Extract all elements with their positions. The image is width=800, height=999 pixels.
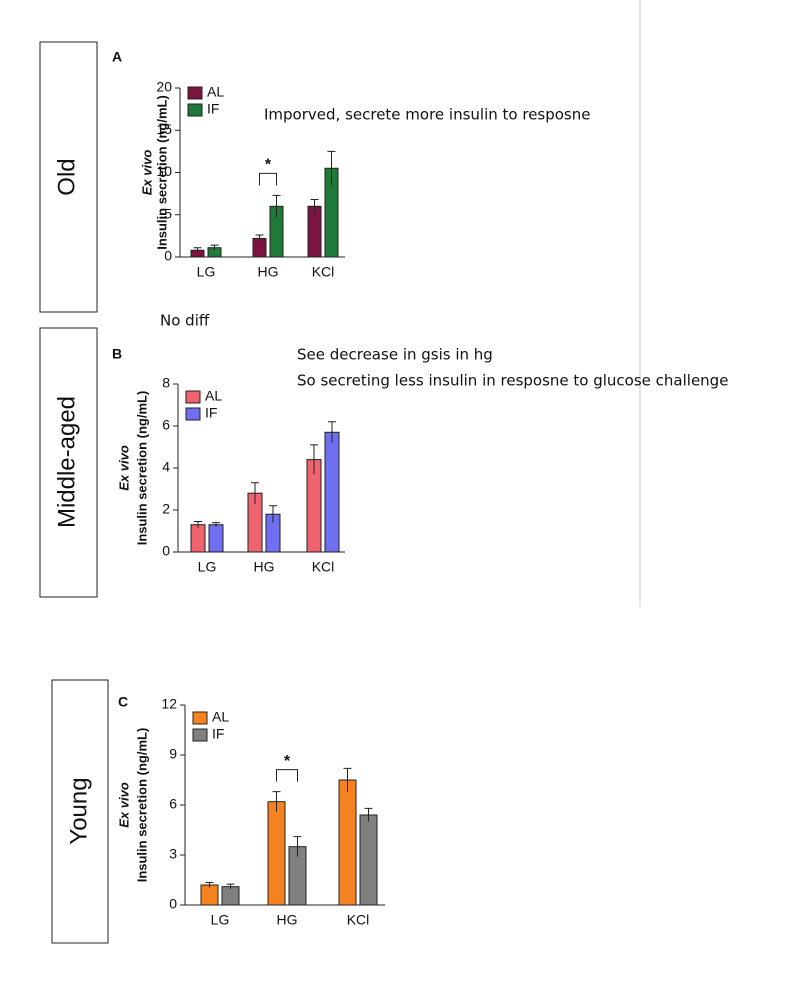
legend-label: AL	[207, 84, 224, 100]
y-axis-label: Ex vivo	[139, 150, 154, 196]
legend-label: IF	[212, 726, 224, 742]
panel-letter: C	[118, 694, 128, 710]
y-tick-label: 15	[156, 121, 172, 137]
y-tick-label: 0	[169, 896, 177, 912]
y-tick-label: 12	[161, 696, 177, 712]
panel-letter: B	[112, 346, 122, 362]
error-bar	[226, 883, 235, 890]
error-bar	[272, 791, 281, 812]
legend-swatch	[192, 711, 208, 725]
legend-label: IF	[205, 405, 217, 421]
note: No diff	[160, 312, 210, 330]
x-tick-label: LG	[197, 264, 216, 280]
error-bar	[269, 505, 277, 523]
bar	[359, 814, 378, 906]
error-bar	[310, 444, 318, 475]
bar	[200, 884, 219, 906]
error-bar	[310, 199, 319, 214]
error-bar	[205, 882, 214, 888]
bar	[338, 779, 357, 906]
group-label: Middle-aged	[53, 396, 80, 528]
y-axis-label: Insulin secretion (ng/mL)	[154, 95, 169, 250]
y-tick-label: 2	[162, 501, 170, 517]
x-tick-label: LG	[198, 559, 217, 575]
error-bar	[255, 234, 264, 242]
error-bar	[272, 194, 281, 218]
x-tick-label: HG	[254, 559, 275, 575]
bar	[221, 886, 240, 906]
y-axis-label: Insulin secretion (ng/mL)	[134, 391, 149, 546]
error-bar	[251, 482, 259, 504]
legend-label: AL	[205, 388, 222, 404]
group-label: Old	[53, 158, 80, 195]
note: So secreting less insulin in resposne to…	[297, 372, 728, 390]
legend-swatch	[187, 103, 203, 117]
x-tick-label: KCl	[347, 912, 370, 928]
note: Imporved, secrete more insulin to respos…	[264, 106, 590, 124]
bar	[307, 205, 322, 258]
error-bar	[212, 522, 220, 527]
error-bar	[293, 836, 302, 857]
group-box	[51, 679, 109, 944]
error-bar	[194, 521, 202, 528]
bar	[324, 431, 340, 553]
legend-swatch	[185, 390, 201, 404]
note: See decrease in gsis in hg	[297, 346, 493, 364]
y-tick-label: 6	[169, 796, 177, 812]
error-bar	[327, 150, 336, 186]
y-tick-label: 0	[164, 248, 172, 264]
x-tick-label: KCl	[312, 264, 335, 280]
legend-swatch	[187, 86, 203, 100]
y-axis-label: Ex vivo	[116, 782, 131, 828]
y-tick-label: 20	[156, 79, 172, 95]
y-tick-label: 8	[162, 375, 170, 391]
significance-label: *	[265, 157, 272, 174]
x-tick-label: KCl	[312, 559, 335, 575]
y-tick-label: 0	[162, 543, 170, 559]
error-bar	[328, 421, 336, 443]
y-tick-label: 6	[162, 417, 170, 433]
y-tick-label: 4	[162, 459, 170, 475]
panel-letter: A	[112, 49, 122, 65]
y-tick-label: 3	[169, 846, 177, 862]
legend-swatch	[192, 728, 208, 742]
legend-label: IF	[207, 101, 219, 117]
error-bar	[193, 247, 202, 253]
significance-bracket	[259, 172, 277, 186]
x-tick-label: HG	[277, 912, 298, 928]
bar	[208, 524, 224, 553]
y-tick-label: 9	[169, 746, 177, 762]
group-box	[39, 327, 98, 598]
y-axis-label: Insulin secretion (ng/mL)	[134, 728, 149, 883]
bar	[267, 801, 286, 906]
legend-swatch	[185, 407, 201, 421]
error-bar	[364, 807, 373, 822]
significance-label: *	[284, 753, 291, 770]
significance-bracket	[276, 769, 298, 782]
bar	[190, 524, 206, 553]
legend-label: AL	[212, 709, 229, 725]
x-tick-label: LG	[211, 912, 230, 928]
group-label: Young	[65, 777, 92, 844]
y-axis-label: Ex vivo	[116, 445, 131, 491]
y-tick-label: 10	[156, 163, 172, 179]
y-tick-label: 5	[164, 205, 172, 221]
x-tick-label: HG	[258, 264, 279, 280]
group-box	[39, 41, 98, 313]
error-bar	[343, 767, 352, 792]
error-bar	[210, 244, 219, 251]
